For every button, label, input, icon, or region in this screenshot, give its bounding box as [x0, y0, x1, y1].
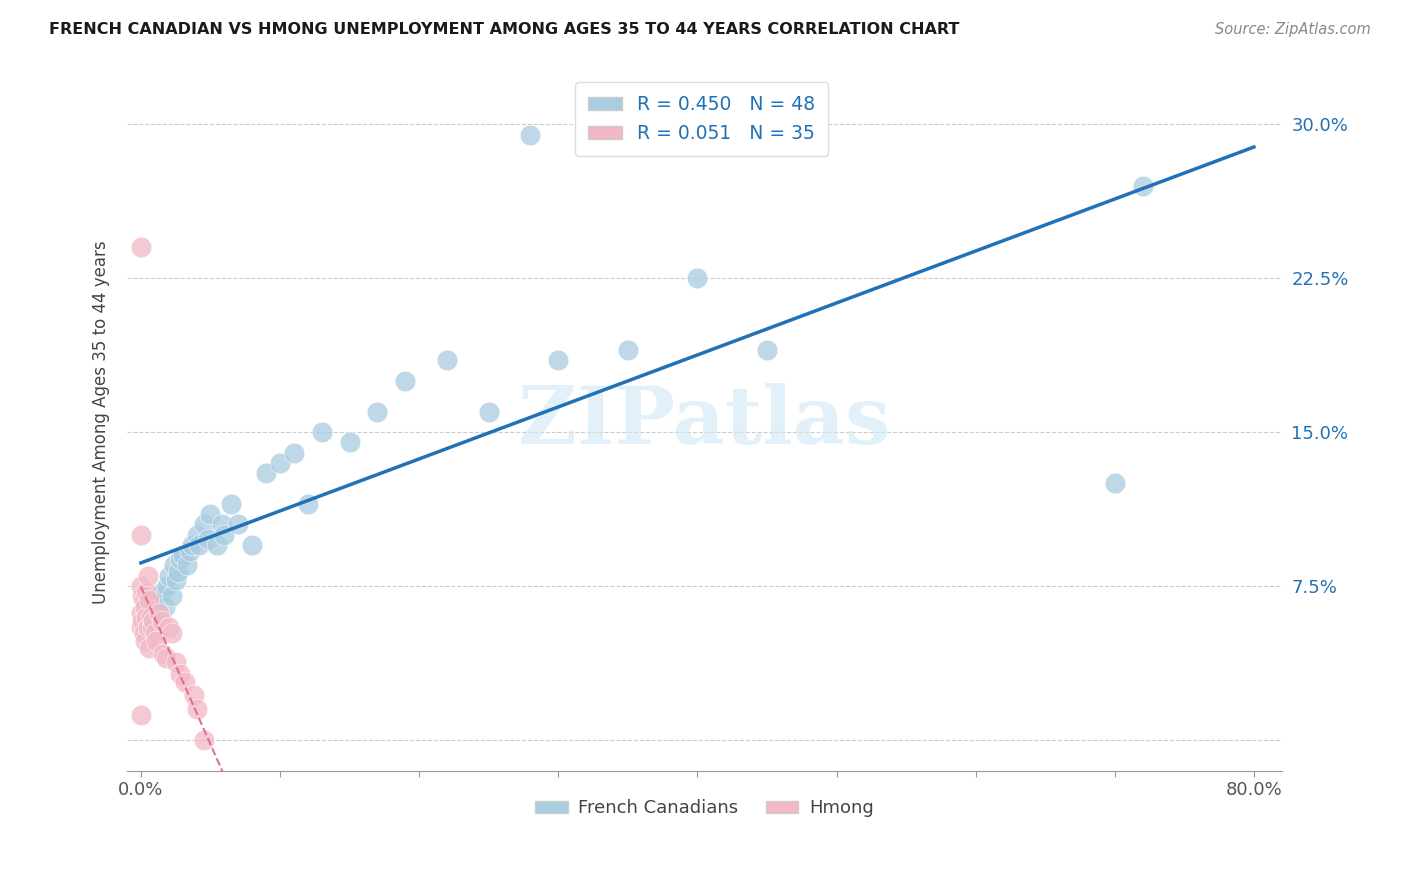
- Point: [172, 548, 194, 562]
- Point: [129, 620, 152, 634]
- Point: [188, 538, 211, 552]
- Point: [145, 634, 167, 648]
- Point: [131, 614, 153, 628]
- Point: [143, 626, 166, 640]
- Point: [617, 343, 640, 357]
- Point: [240, 538, 263, 552]
- Point: [193, 517, 215, 532]
- Point: [148, 589, 170, 603]
- Point: [136, 568, 159, 582]
- Point: [547, 353, 569, 368]
- Point: [478, 404, 501, 418]
- Text: FRENCH CANADIAN VS HMONG UNEMPLOYMENT AMONG AGES 35 TO 44 YEARS CORRELATION CHAR: FRENCH CANADIAN VS HMONG UNEMPLOYMENT AM…: [49, 22, 959, 37]
- Point: [339, 435, 361, 450]
- Point: [186, 527, 208, 541]
- Legend: French Canadians, Hmong: French Canadians, Hmong: [527, 792, 882, 824]
- Point: [129, 606, 152, 620]
- Point: [148, 606, 170, 620]
- Point: [134, 634, 156, 648]
- Point: [269, 456, 291, 470]
- Point: [150, 614, 173, 628]
- Point: [366, 404, 388, 418]
- Point: [686, 271, 709, 285]
- Point: [207, 538, 229, 552]
- Point: [157, 568, 180, 582]
- Point: [131, 589, 153, 603]
- Point: [160, 589, 183, 603]
- Point: [141, 614, 163, 628]
- Point: [160, 626, 183, 640]
- Point: [155, 650, 177, 665]
- Point: [129, 240, 152, 254]
- Point: [436, 353, 458, 368]
- Point: [135, 585, 157, 599]
- Point: [138, 593, 160, 607]
- Point: [211, 517, 233, 532]
- Point: [135, 609, 157, 624]
- Point: [150, 585, 173, 599]
- Point: [226, 517, 249, 532]
- Point: [153, 599, 176, 614]
- Point: [136, 620, 159, 634]
- Text: ZIPatlas: ZIPatlas: [519, 383, 890, 461]
- Point: [179, 544, 201, 558]
- Point: [169, 667, 191, 681]
- Point: [136, 620, 159, 634]
- Point: [221, 497, 243, 511]
- Point: [1132, 178, 1154, 193]
- Point: [254, 466, 277, 480]
- Point: [156, 579, 179, 593]
- Point: [139, 609, 162, 624]
- Point: [181, 538, 204, 552]
- Point: [214, 527, 236, 541]
- Point: [134, 609, 156, 624]
- Point: [193, 732, 215, 747]
- Point: [167, 565, 190, 579]
- Y-axis label: Unemployment Among Ages 35 to 44 years: Unemployment Among Ages 35 to 44 years: [93, 240, 110, 604]
- Point: [132, 593, 155, 607]
- Point: [283, 445, 305, 459]
- Point: [129, 579, 152, 593]
- Point: [186, 702, 208, 716]
- Point: [519, 128, 541, 142]
- Point: [141, 620, 163, 634]
- Point: [138, 640, 160, 655]
- Point: [169, 552, 191, 566]
- Point: [1104, 476, 1126, 491]
- Point: [163, 558, 186, 573]
- Point: [134, 599, 156, 614]
- Point: [311, 425, 333, 439]
- Point: [197, 532, 219, 546]
- Point: [152, 647, 174, 661]
- Point: [755, 343, 778, 357]
- Point: [174, 675, 197, 690]
- Point: [129, 527, 152, 541]
- Point: [157, 620, 180, 634]
- Point: [146, 593, 169, 607]
- Text: Source: ZipAtlas.com: Source: ZipAtlas.com: [1215, 22, 1371, 37]
- Point: [394, 374, 416, 388]
- Point: [165, 655, 187, 669]
- Point: [165, 573, 187, 587]
- Point: [183, 688, 205, 702]
- Point: [200, 507, 222, 521]
- Point: [142, 614, 165, 628]
- Point: [176, 558, 198, 573]
- Point: [129, 708, 152, 723]
- Point: [297, 497, 319, 511]
- Point: [132, 626, 155, 640]
- Point: [139, 599, 162, 614]
- Point: [143, 606, 166, 620]
